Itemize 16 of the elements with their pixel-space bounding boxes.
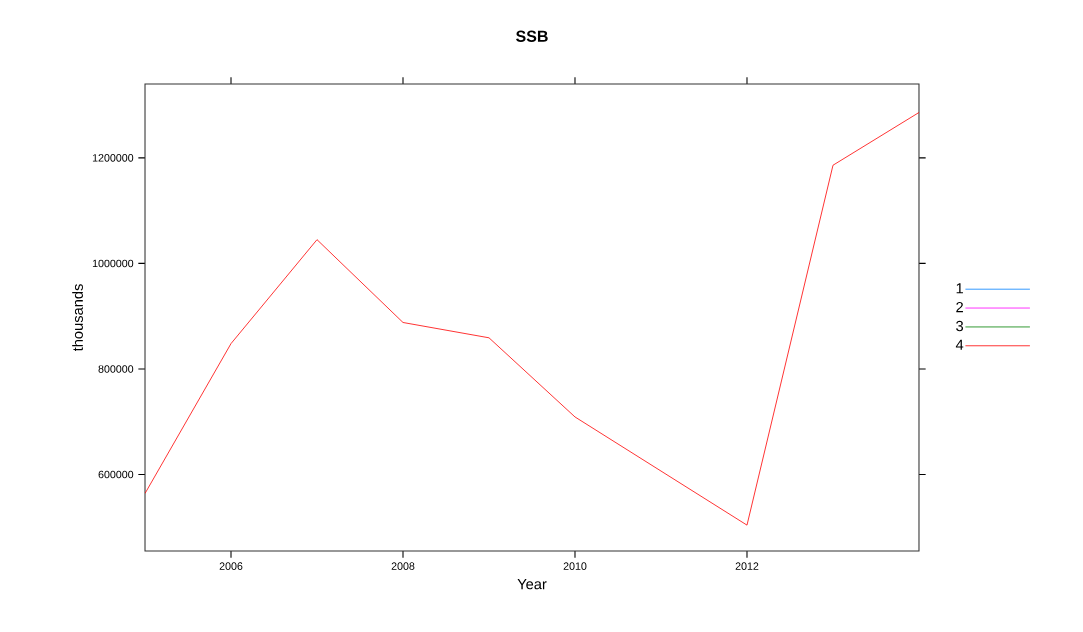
legend-label: 3 (956, 320, 964, 332)
x-tick-label: 2006 (219, 562, 243, 570)
legend-label: 2 (956, 301, 963, 313)
x-tick-label: 2008 (391, 562, 415, 570)
y-axis-title: thousands (72, 284, 83, 352)
y-tick-label: 1000000 (92, 259, 134, 268)
x-axis-title: Year (517, 579, 547, 590)
x-tick-label: 2010 (563, 562, 587, 570)
y-tick-label: 800000 (98, 365, 134, 373)
y-tick-label: 1200000 (92, 154, 134, 162)
legend-label: 4 (955, 339, 964, 350)
x-tick-label: 2012 (735, 562, 759, 570)
y-tick-label: 600000 (98, 470, 134, 479)
chart-title: SSB (516, 30, 548, 42)
line-series (145, 112, 919, 526)
legend-label: 1 (956, 283, 963, 294)
